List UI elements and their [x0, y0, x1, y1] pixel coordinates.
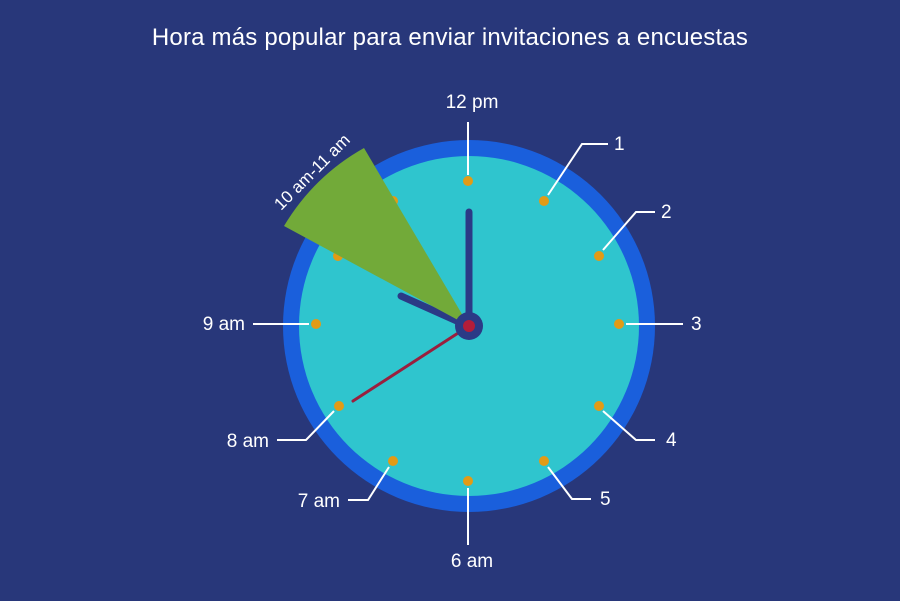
leader-line-1: [547, 143, 608, 196]
hour-label-9: 9 am: [203, 314, 245, 335]
hour-label-1: 1: [614, 134, 625, 155]
leader-line-4: [602, 410, 655, 441]
second-hand: [351, 324, 471, 403]
hour-dot-3: [614, 319, 624, 329]
hour-label-7: 7 am: [298, 491, 340, 512]
hour-dot-8: [334, 401, 344, 411]
leader-line-7: [348, 466, 390, 501]
hour-dot-12: [463, 176, 473, 186]
hour-dot-6: [463, 476, 473, 486]
chart-title: Hora más popular para enviar invitacione…: [151, 24, 749, 51]
hour-dot-4: [594, 401, 604, 411]
hour-label-5: 5: [600, 489, 611, 510]
hour-dot-7: [388, 456, 398, 466]
hour-dot-2: [594, 251, 604, 261]
hour-label-12: 12 pm: [446, 92, 499, 113]
hour-dot-1: [539, 196, 549, 206]
hour-label-6: 6 am: [451, 551, 493, 572]
center-cap: [463, 320, 475, 332]
hour-label-8: 8 am: [227, 431, 269, 452]
hour-label-2: 2: [661, 202, 672, 223]
hour-dot-9: [311, 319, 321, 329]
hour-label-3: 3: [691, 314, 702, 335]
hour-dot-5: [539, 456, 549, 466]
leader-line-8: [277, 410, 335, 441]
hour-label-4: 4: [666, 430, 677, 451]
leader-line-5: [547, 466, 591, 500]
leader-line-2: [602, 211, 655, 251]
highlight-sector: [284, 148, 469, 326]
